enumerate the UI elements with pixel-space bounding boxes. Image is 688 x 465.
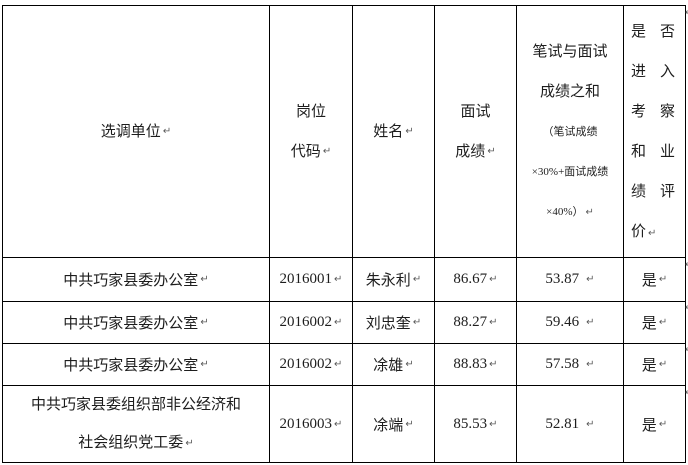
cell-code: 2016002 ↵ bbox=[270, 302, 353, 344]
cell-unit: 中共巧家县委办公室 ↵ bbox=[3, 302, 270, 344]
paragraph-mark-icon: ↵ bbox=[586, 274, 595, 285]
cell-unit: 中共巧家县委办公室 ↵ bbox=[3, 344, 270, 386]
cell-name: 朱永利 ↵ bbox=[353, 258, 435, 302]
paragraph-mark-icon: ↵ bbox=[405, 418, 414, 430]
paragraph-mark-icon: ↵ bbox=[334, 274, 343, 285]
cell-unit: 中共巧家县委组织部非公经济和 社会组织党工委 ↵ bbox=[3, 386, 270, 462]
paragraph-mark-icon: ↵ bbox=[586, 317, 595, 328]
cell-interview-score: 88.27 ↵ bbox=[435, 302, 517, 344]
row-end-mark-icon: ↵ bbox=[685, 8, 688, 18]
paragraph-mark-icon: ↵ bbox=[200, 317, 209, 328]
cell-unit: 中共巧家县委办公室 ↵ bbox=[3, 258, 270, 302]
paragraph-mark-icon: ↵ bbox=[185, 437, 194, 449]
paragraph-mark-icon: ↵ bbox=[586, 418, 595, 430]
cell-name: 凃端 ↵ bbox=[353, 386, 435, 462]
cell-pass: 是 ↵ bbox=[624, 344, 685, 386]
paragraph-mark-icon: ↵ bbox=[322, 146, 332, 157]
cell-combined-score: 52.81 ↵ bbox=[517, 386, 624, 462]
cell-combined-score: 59.46 ↵ bbox=[517, 302, 624, 344]
cell-code: 2016001 ↵ bbox=[270, 258, 353, 302]
paragraph-mark-icon: ↵ bbox=[334, 317, 343, 328]
cell-interview-score: 86.67 ↵ bbox=[435, 258, 517, 302]
paragraph-mark-icon: ↵ bbox=[489, 359, 498, 370]
paragraph-mark-icon: ↵ bbox=[658, 359, 668, 370]
paragraph-mark-icon: ↵ bbox=[405, 359, 414, 370]
header-unit-label: 选调单位 ↵ bbox=[100, 123, 172, 140]
paragraph-mark-icon: ↵ bbox=[658, 274, 668, 285]
header-cell-interview: 面试 成绩 ↵ bbox=[435, 6, 517, 258]
paragraph-mark-icon: ↵ bbox=[334, 359, 343, 370]
header-cell-unit: 选调单位 ↵ bbox=[3, 6, 270, 258]
paragraph-mark-icon: ↵ bbox=[334, 418, 343, 430]
paragraph-mark-icon: ↵ bbox=[489, 418, 498, 430]
cell-code: 2016003 ↵ bbox=[270, 386, 353, 462]
header-cell-pass: 是否 进入 考察 和业 绩评 价 ↵ bbox=[624, 6, 685, 258]
cell-name: 凃雄 ↵ bbox=[353, 344, 435, 386]
cell-name: 刘忠奎 ↵ bbox=[353, 302, 435, 344]
paragraph-mark-icon: ↵ bbox=[489, 317, 498, 328]
cell-interview-score: 88.83 ↵ bbox=[435, 344, 517, 386]
header-cell-code: 岗位 代码 ↵ bbox=[270, 6, 353, 258]
paragraph-mark-icon: ↵ bbox=[487, 146, 496, 157]
row-end-mark-icon: ↵ bbox=[685, 388, 688, 398]
cell-interview-score: 85.53 ↵ bbox=[435, 386, 517, 462]
score-table: 选调单位 ↵ 岗位 代码 ↵ 姓名 ↵ 面试 成绩 ↵ 笔试与面试 成绩之和 （笔试成绩… bbox=[2, 5, 686, 463]
paragraph-mark-icon: ↵ bbox=[412, 274, 422, 285]
cell-combined-score: 57.58 ↵ bbox=[517, 344, 624, 386]
cell-pass: 是 ↵ bbox=[641, 417, 668, 434]
paragraph-mark-icon: ↵ bbox=[585, 206, 594, 218]
paragraph-mark-icon: ↵ bbox=[658, 317, 668, 328]
paragraph-mark-icon: ↵ bbox=[162, 126, 172, 137]
paragraph-mark-icon: ↵ bbox=[586, 359, 595, 370]
paragraph-mark-icon: ↵ bbox=[412, 317, 422, 328]
paragraph-mark-icon: ↵ bbox=[658, 418, 668, 430]
paragraph-mark-icon: ↵ bbox=[648, 227, 657, 239]
header-cell-combined: 笔试与面试 成绩之和 （笔试成绩 ×30%+面试成绩 ×40%） ↵ bbox=[517, 6, 624, 258]
paragraph-mark-icon: ↵ bbox=[200, 274, 209, 285]
cell-code: 2016002 ↵ bbox=[270, 344, 353, 386]
cell-pass: 是 ↵ bbox=[624, 302, 685, 344]
paragraph-mark-icon: ↵ bbox=[405, 126, 414, 137]
header-cell-name: 姓名 ↵ bbox=[353, 6, 435, 258]
paragraph-mark-icon: ↵ bbox=[489, 274, 498, 285]
row-end-mark-icon: ↵ bbox=[685, 260, 688, 270]
cell-pass: 是 ↵ bbox=[624, 258, 685, 302]
row-end-mark-icon: ↵ bbox=[685, 303, 688, 313]
paragraph-mark-icon: ↵ bbox=[200, 359, 209, 370]
cell-combined-score: 53.87 ↵ bbox=[517, 258, 624, 302]
row-end-mark-icon: ↵ bbox=[685, 345, 688, 355]
